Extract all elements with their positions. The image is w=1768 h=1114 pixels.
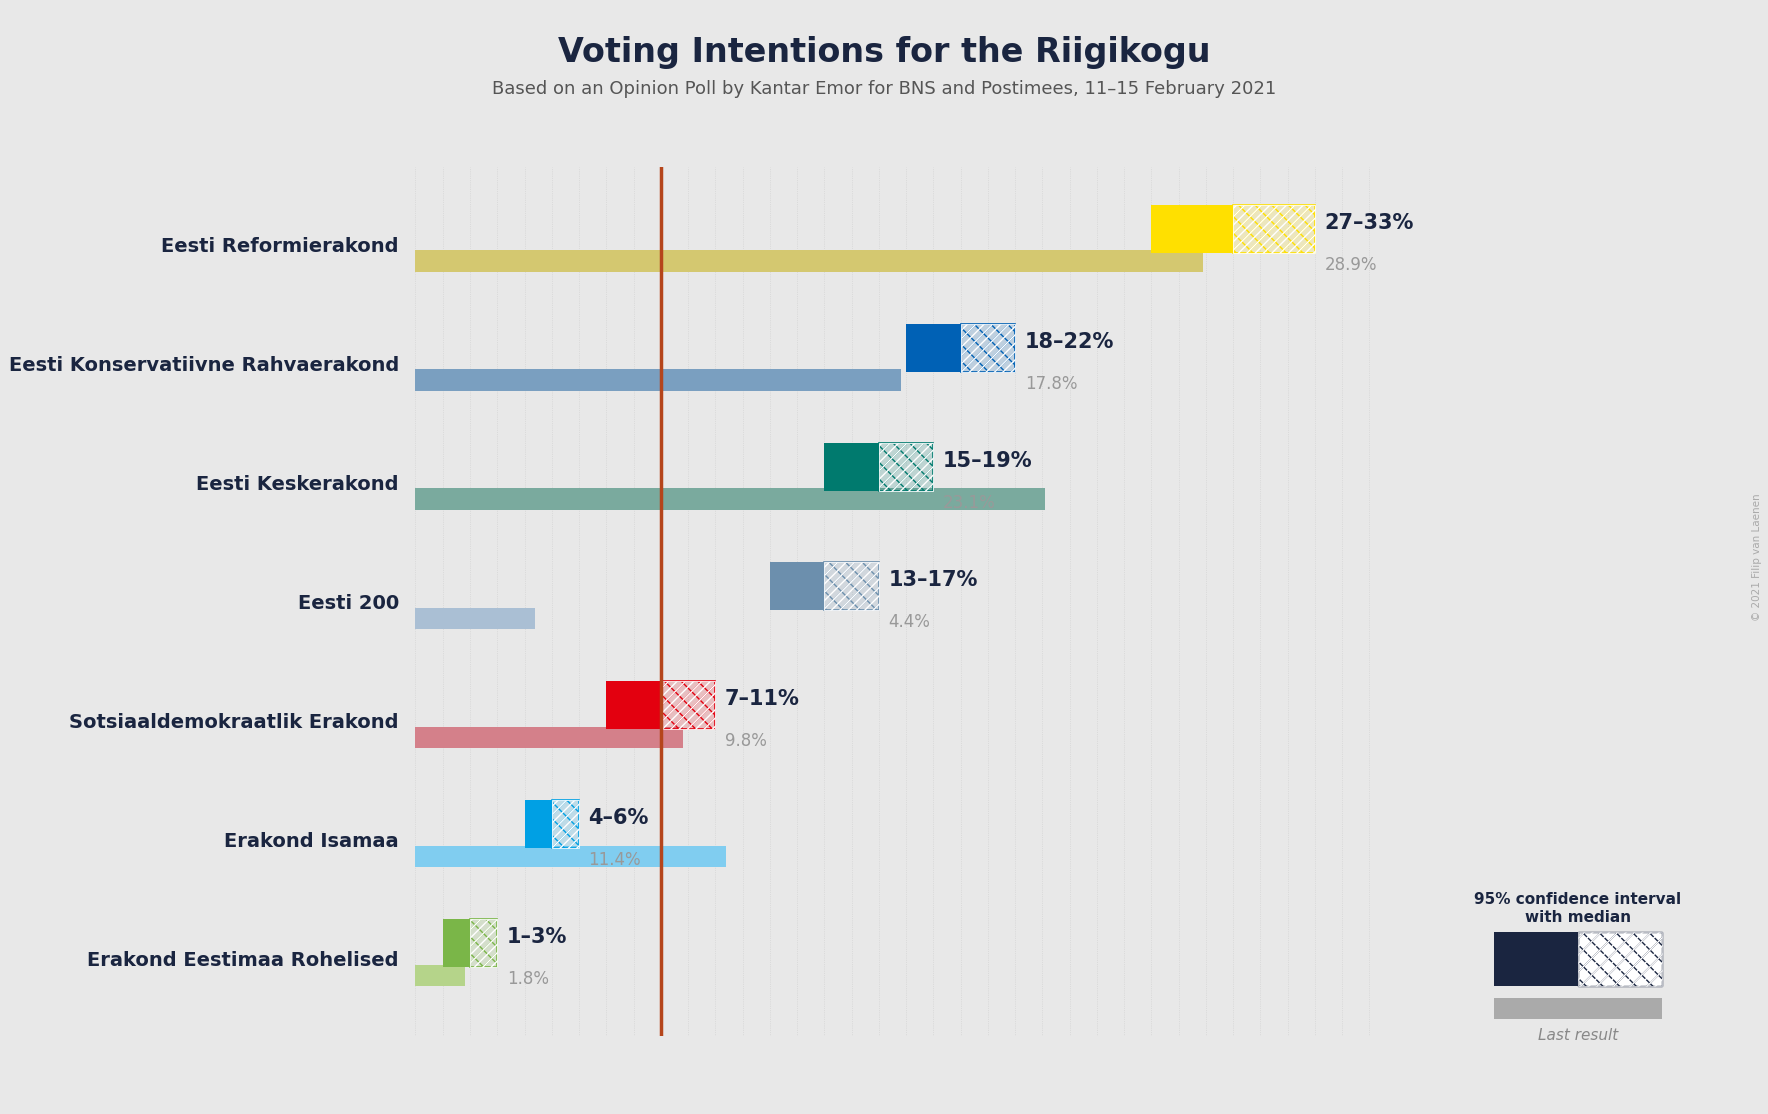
Text: 13–17%: 13–17%: [888, 570, 978, 590]
Text: 11.4%: 11.4%: [589, 851, 642, 869]
Bar: [552, 800, 580, 848]
Bar: [960, 324, 1015, 372]
Bar: [661, 682, 716, 729]
Text: 7–11%: 7–11%: [725, 690, 799, 710]
Text: 23.1%: 23.1%: [942, 494, 995, 511]
Bar: [415, 726, 682, 747]
Bar: [879, 443, 934, 491]
Bar: [415, 488, 1045, 510]
Bar: [824, 563, 879, 609]
Text: 28.9%: 28.9%: [1324, 256, 1377, 274]
Bar: [470, 919, 497, 967]
Bar: [415, 370, 900, 391]
Bar: [1234, 205, 1315, 253]
Text: 18–22%: 18–22%: [1025, 332, 1114, 352]
Text: 27–33%: 27–33%: [1324, 213, 1414, 233]
Bar: [960, 324, 1015, 372]
Text: 1.8%: 1.8%: [507, 970, 548, 988]
Text: © 2021 Filip van Laenen: © 2021 Filip van Laenen: [1752, 494, 1763, 620]
Bar: [661, 682, 716, 729]
Text: 95% confidence interval
with median: 95% confidence interval with median: [1475, 892, 1681, 925]
Bar: [470, 919, 497, 967]
Bar: [415, 251, 1204, 272]
Bar: [1151, 205, 1234, 253]
Bar: [960, 324, 1015, 372]
Text: 15–19%: 15–19%: [942, 451, 1033, 471]
Bar: [442, 919, 470, 967]
Bar: [1234, 205, 1315, 253]
Bar: [824, 563, 879, 609]
Bar: [415, 846, 727, 867]
Bar: [661, 682, 716, 729]
Text: Voting Intentions for the Riigikogu: Voting Intentions for the Riigikogu: [557, 36, 1211, 69]
Text: Based on an Opinion Poll by Kantar Emor for BNS and Postimees, 11–15 February 20: Based on an Opinion Poll by Kantar Emor …: [492, 80, 1276, 98]
Bar: [552, 800, 580, 848]
Bar: [1234, 205, 1315, 253]
Bar: [525, 800, 552, 848]
Bar: [824, 563, 879, 609]
Bar: [769, 563, 824, 609]
Text: 9.8%: 9.8%: [725, 732, 767, 750]
Bar: [879, 443, 934, 491]
Text: 4.4%: 4.4%: [888, 613, 930, 631]
Text: 17.8%: 17.8%: [1025, 374, 1077, 393]
Bar: [415, 607, 536, 629]
Text: 4–6%: 4–6%: [589, 808, 649, 828]
Bar: [824, 443, 879, 491]
Text: 1–3%: 1–3%: [507, 927, 568, 947]
Text: Last result: Last result: [1538, 1028, 1618, 1043]
Bar: [606, 682, 661, 729]
Bar: [905, 324, 960, 372]
Bar: [879, 443, 934, 491]
Bar: [552, 800, 580, 848]
Bar: [415, 965, 465, 986]
Bar: [470, 919, 497, 967]
